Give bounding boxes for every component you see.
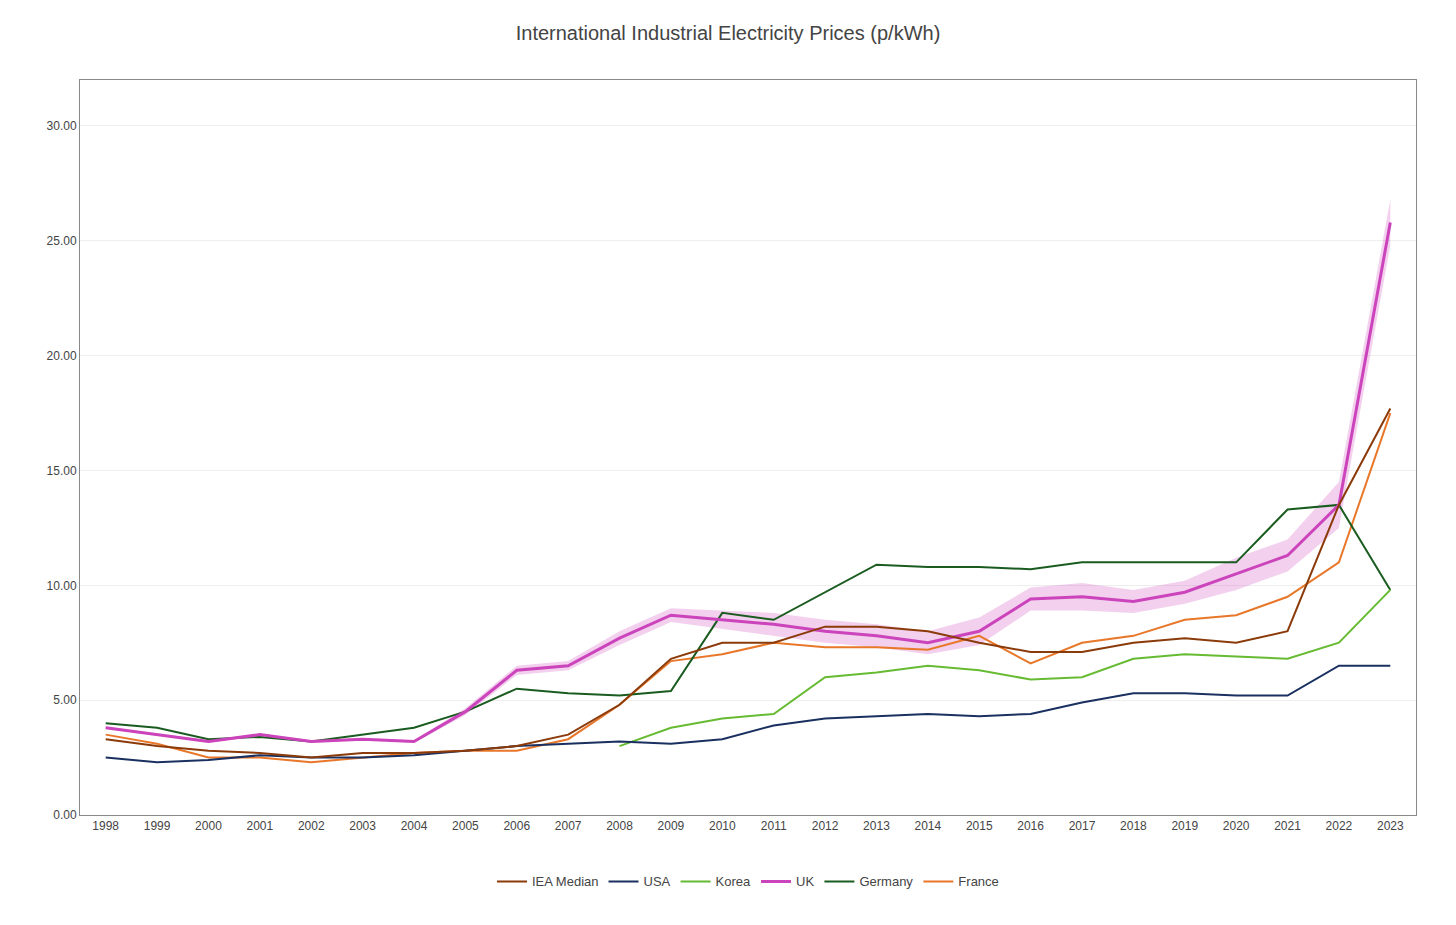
svg-text:2009: 2009	[658, 819, 685, 833]
svg-text:2000: 2000	[195, 819, 222, 833]
svg-text:10.00: 10.00	[47, 579, 77, 593]
svg-text:2013: 2013	[863, 819, 890, 833]
svg-text:2003: 2003	[349, 819, 376, 833]
svg-text:2020: 2020	[1223, 819, 1250, 833]
svg-text:2008: 2008	[606, 819, 633, 833]
svg-text:0.00: 0.00	[53, 808, 77, 822]
svg-text:2012: 2012	[812, 819, 839, 833]
svg-text:2004: 2004	[401, 819, 428, 833]
svg-text:2021: 2021	[1274, 819, 1301, 833]
svg-text:20.00: 20.00	[47, 349, 77, 363]
svg-text:2001: 2001	[246, 819, 273, 833]
svg-text:2002: 2002	[298, 819, 325, 833]
svg-text:2019: 2019	[1171, 819, 1198, 833]
svg-text:2016: 2016	[1017, 819, 1044, 833]
svg-text:1999: 1999	[144, 819, 171, 833]
svg-text:2015: 2015	[966, 819, 993, 833]
svg-text:30.00: 30.00	[47, 119, 77, 133]
svg-text:2006: 2006	[503, 819, 530, 833]
svg-text:2010: 2010	[709, 819, 736, 833]
svg-text:Germany: Germany	[859, 874, 913, 889]
svg-text:2023: 2023	[1377, 819, 1404, 833]
svg-text:International Industrial Elect: International Industrial Electricity Pri…	[516, 22, 941, 44]
svg-text:2005: 2005	[452, 819, 479, 833]
svg-text:France: France	[958, 874, 998, 889]
svg-text:1998: 1998	[92, 819, 119, 833]
svg-text:2011: 2011	[761, 819, 787, 833]
svg-text:2017: 2017	[1069, 819, 1096, 833]
svg-text:15.00: 15.00	[47, 464, 77, 478]
svg-text:USA: USA	[644, 874, 671, 889]
svg-text:IEA Median: IEA Median	[532, 874, 599, 889]
svg-text:5.00: 5.00	[53, 693, 77, 707]
svg-text:2007: 2007	[555, 819, 582, 833]
svg-text:Korea: Korea	[716, 874, 751, 889]
svg-text:UK: UK	[796, 874, 814, 889]
svg-text:2018: 2018	[1120, 819, 1147, 833]
svg-text:2014: 2014	[914, 819, 941, 833]
svg-text:25.00: 25.00	[47, 234, 77, 248]
svg-text:2022: 2022	[1326, 819, 1353, 833]
